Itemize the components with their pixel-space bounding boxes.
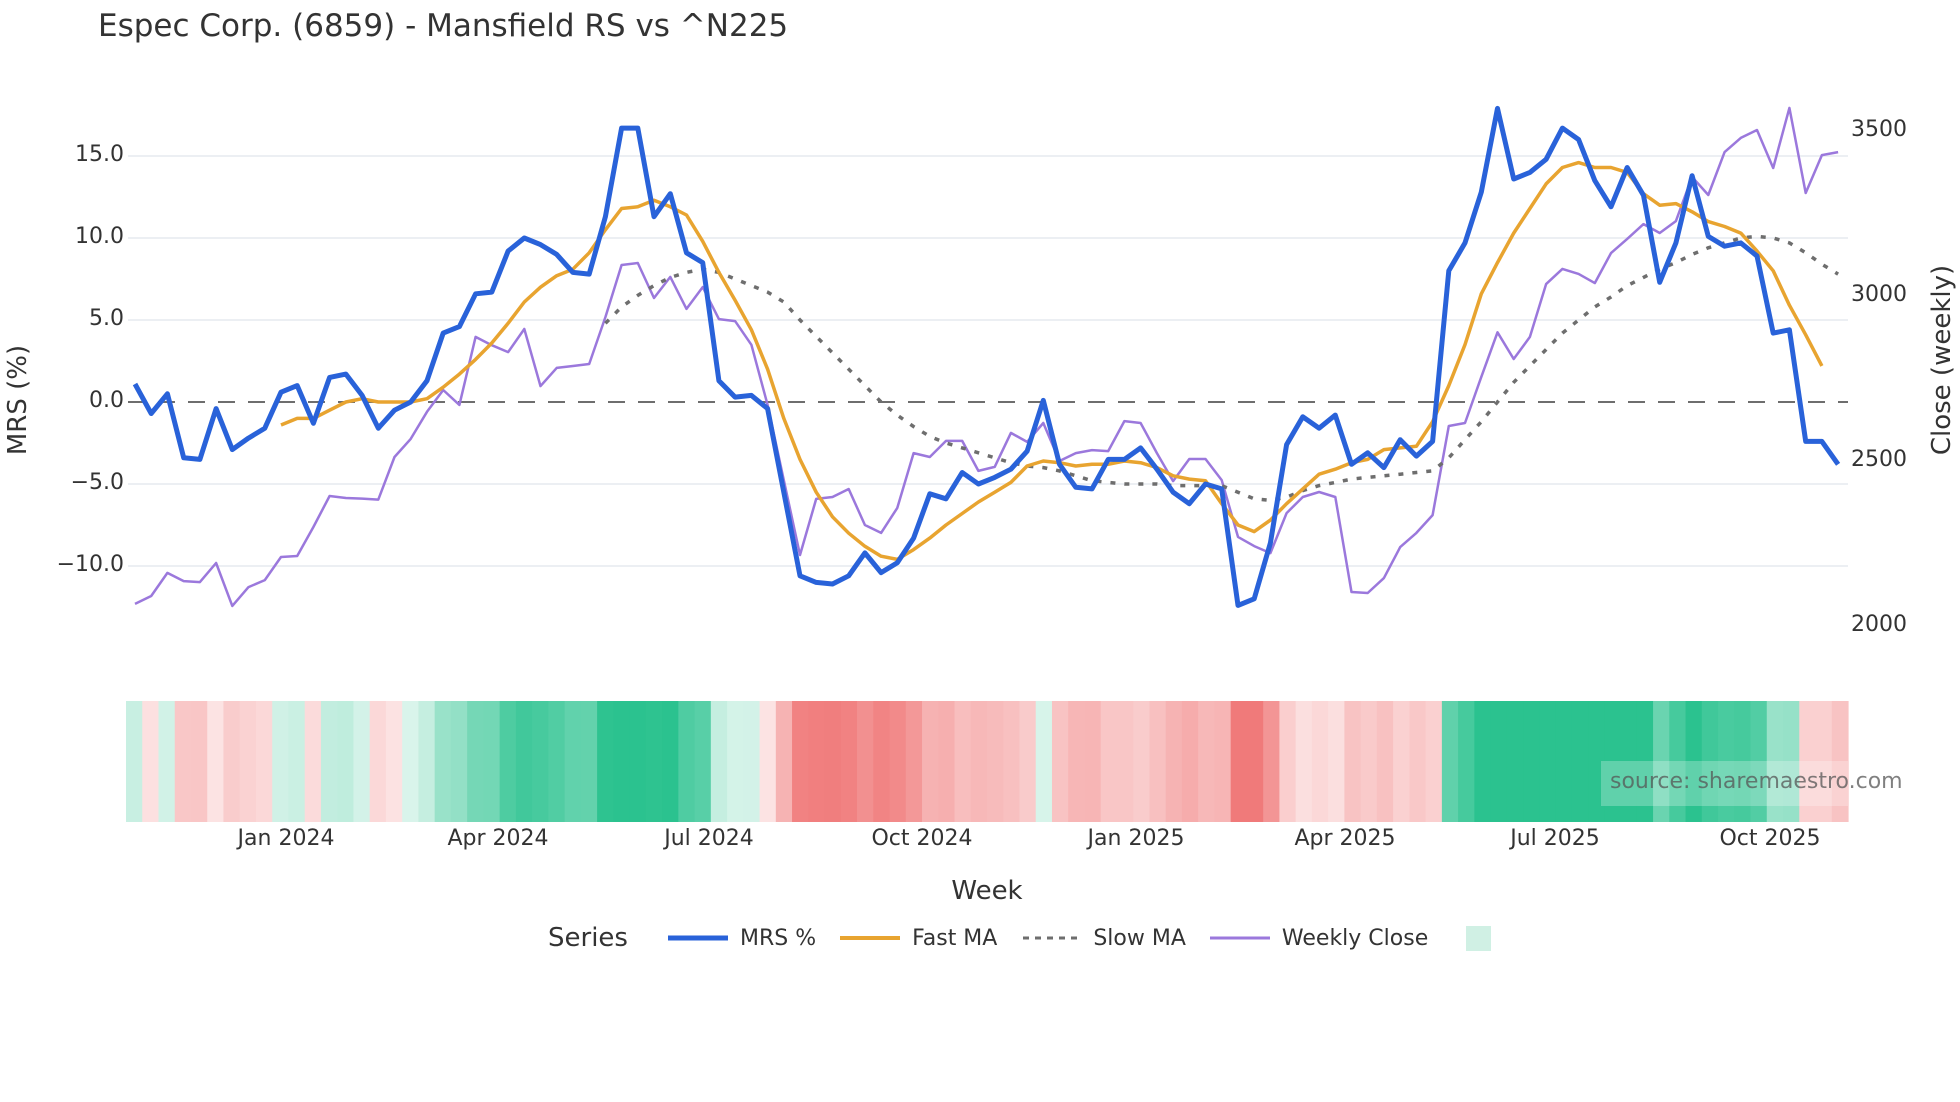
- y2-tick-label: 2500: [1851, 447, 1907, 472]
- y-tick-label: 10.0: [75, 224, 124, 249]
- series-lines: [132, 105, 1841, 608]
- legend-item-fast-ma[interactable]: Fast MA: [840, 926, 997, 951]
- legend: Series MRS % Fast MA Slow MA Weekly Clos…: [548, 918, 1492, 958]
- series-fast-ma[interactable]: [280, 160, 1824, 562]
- line-swatch-icon: [667, 935, 728, 941]
- legend-item-mrs[interactable]: MRS %: [667, 926, 816, 951]
- x-axis-title: Week: [951, 876, 1023, 906]
- legend-title: Series: [548, 923, 628, 953]
- y-tick-label: 0.0: [89, 388, 124, 413]
- legend-item-weekly-close[interactable]: Weekly Close: [1209, 926, 1428, 951]
- x-tick-label: Jan 2025: [1087, 826, 1185, 851]
- x-tick-label: Jul 2024: [664, 826, 754, 851]
- gridlines: [128, 155, 1848, 567]
- x-tick-label: Jul 2025: [1510, 826, 1600, 851]
- legend-heatmap-swatch[interactable]: [1466, 925, 1492, 951]
- y-tick-label: 5.0: [89, 306, 124, 331]
- y-axis-right-title: Close (weekly): [1927, 264, 1957, 456]
- y2-tick-label: 3000: [1851, 282, 1907, 307]
- x-tick-label: Jan 2024: [237, 826, 335, 851]
- mrs-heatmap-strip: [126, 701, 1849, 822]
- y-tick-label: −10.0: [56, 552, 124, 577]
- source-watermark: source: sharemaestro.com: [1601, 761, 1903, 806]
- y-tick-label: −5.0: [70, 470, 124, 495]
- x-tick-label: Apr 2024: [447, 826, 549, 851]
- series-mrs[interactable]: [132, 105, 1841, 608]
- series-weekly-close[interactable]: [134, 106, 1839, 608]
- chart-title: Espec Corp. (6859) - Mansfield RS vs ^N2…: [98, 8, 789, 44]
- legend-item-slow-ma[interactable]: Slow MA: [1021, 926, 1186, 951]
- series-slow-ma[interactable]: [604, 234, 1840, 503]
- y2-tick-label: 3500: [1851, 117, 1907, 142]
- x-tick-label: Oct 2024: [871, 826, 973, 851]
- y-tick-label: 15.0: [75, 142, 124, 167]
- x-tick-label: Oct 2025: [1719, 826, 1821, 851]
- y2-tick-label: 2000: [1851, 612, 1907, 637]
- line-swatch-icon: [840, 936, 901, 940]
- dotted-line-swatch-icon: [1023, 936, 1080, 940]
- x-tick-label: Apr 2025: [1294, 826, 1396, 851]
- line-swatch-icon: [1209, 936, 1270, 940]
